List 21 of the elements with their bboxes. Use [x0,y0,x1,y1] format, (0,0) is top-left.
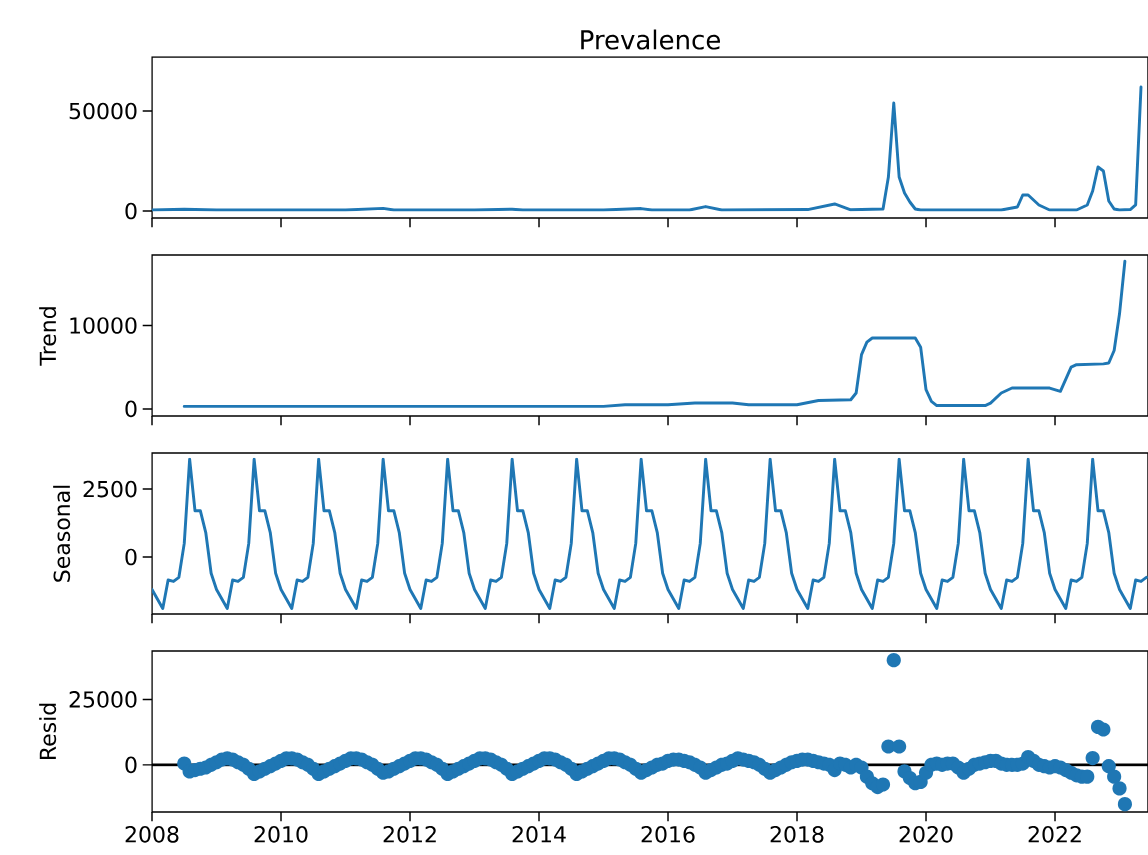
y-tick-label: 50000 [69,102,137,120]
x-tick-label: 2008 [125,826,179,843]
y-tick-label: 0 [125,548,137,566]
y-tick-label: 25000 [69,691,137,708]
x-tick-label: 2014 [512,826,566,843]
x-tick-label: 2020 [899,826,953,843]
y-tick-label: 10000 [70,317,137,334]
y-axis-title: Seasonal [53,485,71,582]
x-tick-label: 2012 [383,826,436,843]
y-axis-title: Resid [39,703,57,760]
x-tick-label: 2010 [254,826,308,843]
x-tick-label: 2022 [1028,826,1081,843]
x-tick-label: 2018 [770,826,824,843]
y-tick-label: 0 [125,756,137,774]
y-tick-label: 2500 [83,480,137,498]
line-series [152,457,1148,611]
y-axis-title: Trend [39,307,57,366]
chart-title: Prevalence [581,29,720,50]
x-tick-label: 2016 [641,826,695,843]
y-tick-label: 0 [125,400,137,418]
y-tick-label: 0 [125,202,137,220]
